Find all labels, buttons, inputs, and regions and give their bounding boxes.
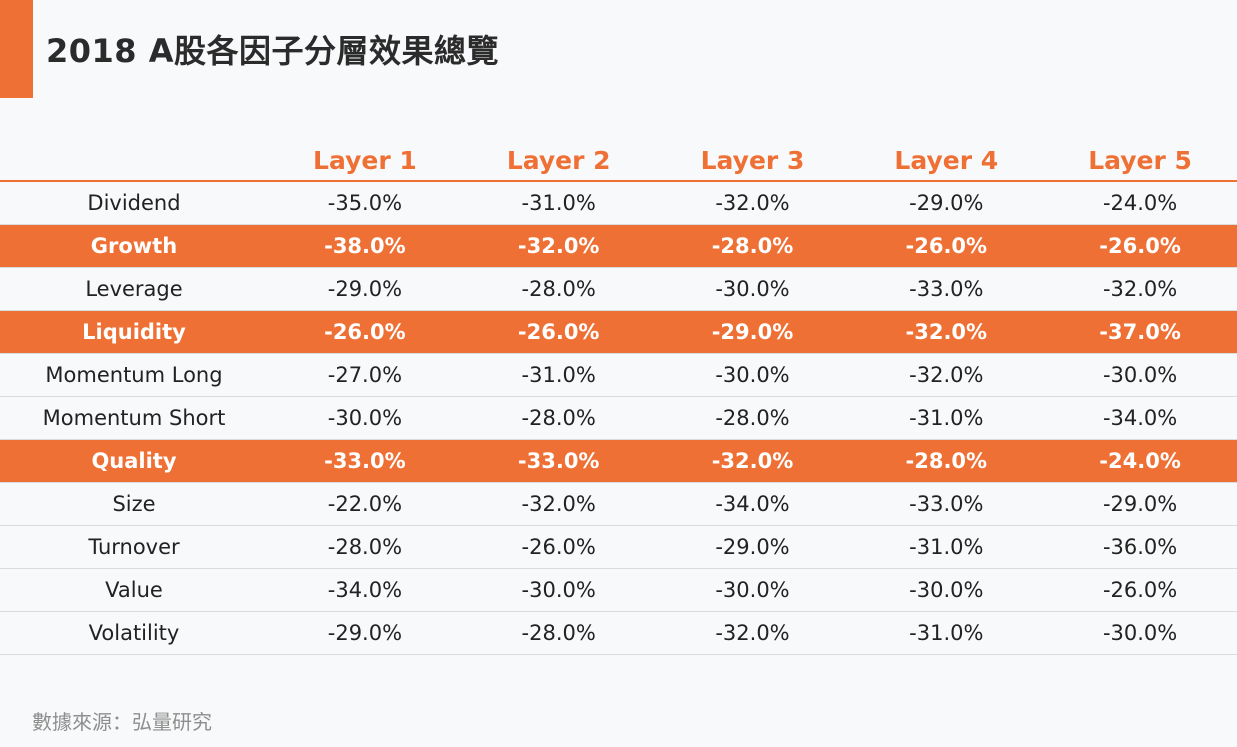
factor-name-cell: Liquidity	[0, 310, 268, 354]
table-row: Turnover -28.0% -26.0% -29.0% -31.0% -36.0%	[0, 525, 1237, 569]
value-cell-layer-3: -30.0%	[655, 353, 850, 397]
header-cell-factor	[0, 140, 268, 182]
table-row: Momentum Short -30.0% -28.0% -28.0% -31.0% -3…	[0, 396, 1237, 440]
factor-name-cell: Dividend	[0, 181, 268, 225]
value-cell-layer-2: -31.0%	[461, 353, 656, 397]
header-cell-layer-2: Layer 2	[461, 140, 656, 182]
value-cell-layer-3: -28.0%	[655, 224, 850, 268]
header-cell-layer-4: Layer 4	[849, 140, 1044, 182]
table-row: Growth -38.0% -32.0% -28.0% -26.0% -26.0%	[0, 224, 1237, 268]
page-title: 2018 A股各因子分層效果總覽	[46, 32, 499, 70]
value-cell-layer-4: -30.0%	[849, 568, 1044, 612]
factor-name-cell: Value	[0, 568, 268, 612]
value-cell-layer-1: -30.0%	[268, 396, 462, 440]
table-row: Value -34.0% -30.0% -30.0% -30.0% -26.0%	[0, 568, 1237, 612]
factor-name-cell: Growth	[0, 224, 268, 268]
value-cell-layer-4: -28.0%	[849, 439, 1044, 483]
value-cell-layer-5: -34.0%	[1043, 396, 1237, 440]
value-cell-layer-4: -31.0%	[849, 525, 1044, 569]
value-cell-layer-3: -34.0%	[655, 482, 850, 526]
header-cell-layer-5: Layer 5	[1043, 140, 1237, 182]
value-cell-layer-2: -28.0%	[461, 611, 656, 655]
value-cell-layer-2: -28.0%	[461, 396, 656, 440]
value-cell-layer-5: -30.0%	[1043, 611, 1237, 655]
value-cell-layer-1: -35.0%	[268, 181, 462, 225]
value-cell-layer-5: -32.0%	[1043, 267, 1237, 311]
value-cell-layer-2: -32.0%	[461, 482, 656, 526]
value-cell-layer-2: -26.0%	[461, 525, 656, 569]
value-cell-layer-4: -33.0%	[849, 482, 1044, 526]
value-cell-layer-4: -31.0%	[849, 396, 1044, 440]
title-accent-bar	[0, 0, 33, 98]
table-row: Momentum Long -27.0% -31.0% -30.0% -32.0% -30…	[0, 353, 1237, 397]
factor-name-cell: Momentum Short	[0, 396, 268, 440]
factor-name-cell: Volatility	[0, 611, 268, 655]
value-cell-layer-2: -28.0%	[461, 267, 656, 311]
value-cell-layer-1: -33.0%	[268, 439, 462, 483]
value-cell-layer-3: -28.0%	[655, 396, 850, 440]
value-cell-layer-5: -24.0%	[1043, 181, 1237, 225]
factor-name-cell: Size	[0, 482, 268, 526]
value-cell-layer-4: -32.0%	[849, 310, 1044, 354]
value-cell-layer-1: -29.0%	[268, 611, 462, 655]
factor-name-cell: Quality	[0, 439, 268, 483]
value-cell-layer-3: -29.0%	[655, 525, 850, 569]
table-header-row: Layer 1 Layer 2 Layer 3 Layer 4 Layer 5	[0, 140, 1237, 182]
value-cell-layer-1: -34.0%	[268, 568, 462, 612]
value-cell-layer-5: -26.0%	[1043, 224, 1237, 268]
factor-name-cell: Momentum Long	[0, 353, 268, 397]
value-cell-layer-5: -30.0%	[1043, 353, 1237, 397]
value-cell-layer-2: -31.0%	[461, 181, 656, 225]
value-cell-layer-4: -29.0%	[849, 181, 1044, 225]
value-cell-layer-3: -32.0%	[655, 181, 850, 225]
value-cell-layer-4: -33.0%	[849, 267, 1044, 311]
value-cell-layer-5: -26.0%	[1043, 568, 1237, 612]
value-cell-layer-5: -29.0%	[1043, 482, 1237, 526]
value-cell-layer-4: -26.0%	[849, 224, 1044, 268]
table-row: Quality -33.0% -33.0% -32.0% -28.0% -24.0%	[0, 439, 1237, 483]
value-cell-layer-2: -26.0%	[461, 310, 656, 354]
factor-layer-table: Layer 1 Layer 2 Layer 3 Layer 4 Layer 5 …	[0, 140, 1237, 655]
table-row: Dividend -35.0% -31.0% -32.0% -29.0% -24.0%	[0, 181, 1237, 225]
value-cell-layer-3: -29.0%	[655, 310, 850, 354]
value-cell-layer-5: -36.0%	[1043, 525, 1237, 569]
value-cell-layer-3: -32.0%	[655, 611, 850, 655]
factor-name-cell: Leverage	[0, 267, 268, 311]
value-cell-layer-1: -26.0%	[268, 310, 462, 354]
source-note: 數據來源：弘量研究	[32, 710, 212, 734]
table-body: Dividend -35.0% -31.0% -32.0% -29.0% -24.0% Gr…	[0, 181, 1237, 655]
value-cell-layer-4: -31.0%	[849, 611, 1044, 655]
value-cell-layer-3: -30.0%	[655, 267, 850, 311]
value-cell-layer-3: -30.0%	[655, 568, 850, 612]
table-row: Liquidity -26.0% -26.0% -29.0% -32.0% -37.0%	[0, 310, 1237, 354]
value-cell-layer-2: -30.0%	[461, 568, 656, 612]
table-row: Leverage -29.0% -28.0% -30.0% -33.0% -32.0%	[0, 267, 1237, 311]
value-cell-layer-5: -37.0%	[1043, 310, 1237, 354]
factor-name-cell: Turnover	[0, 525, 268, 569]
value-cell-layer-1: -27.0%	[268, 353, 462, 397]
value-cell-layer-1: -28.0%	[268, 525, 462, 569]
header-cell-layer-3: Layer 3	[655, 140, 850, 182]
value-cell-layer-2: -33.0%	[461, 439, 656, 483]
factor-table-container: Layer 1 Layer 2 Layer 3 Layer 4 Layer 5 …	[0, 140, 1237, 655]
value-cell-layer-2: -32.0%	[461, 224, 656, 268]
value-cell-layer-1: -22.0%	[268, 482, 462, 526]
value-cell-layer-1: -38.0%	[268, 224, 462, 268]
value-cell-layer-1: -29.0%	[268, 267, 462, 311]
table-row: Volatility -29.0% -28.0% -32.0% -31.0% -30.0%	[0, 611, 1237, 655]
table-row: Size -22.0% -32.0% -34.0% -33.0% -29.0%	[0, 482, 1237, 526]
value-cell-layer-5: -24.0%	[1043, 439, 1237, 483]
header-cell-layer-1: Layer 1	[268, 140, 462, 182]
value-cell-layer-3: -32.0%	[655, 439, 850, 483]
value-cell-layer-4: -32.0%	[849, 353, 1044, 397]
